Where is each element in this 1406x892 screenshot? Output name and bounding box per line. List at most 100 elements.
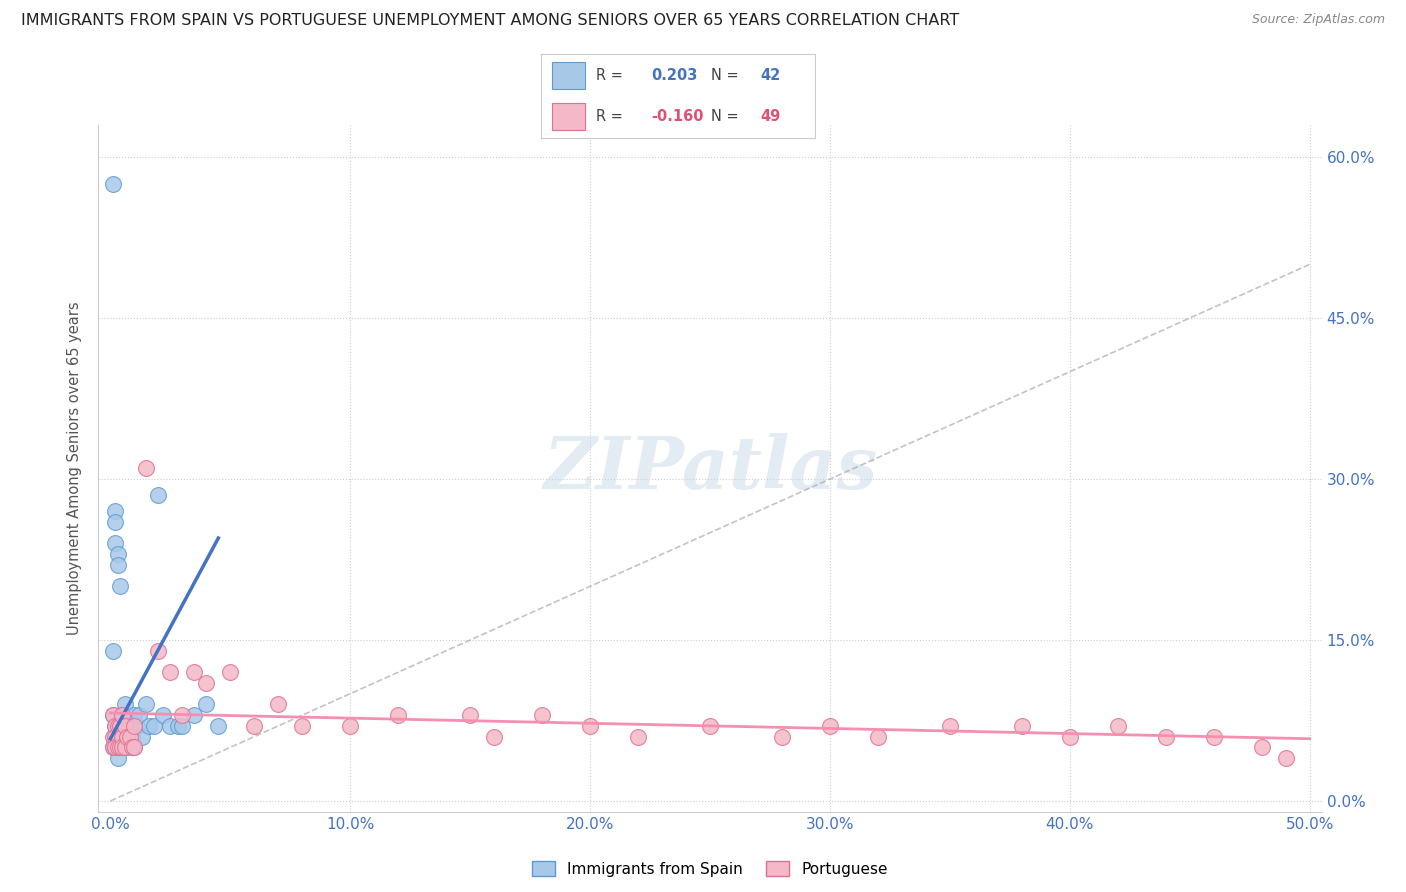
Point — [118, 719, 141, 733]
Text: 42: 42 — [761, 68, 780, 83]
Point — [104, 740, 127, 755]
Point — [172, 719, 194, 733]
Point — [866, 730, 889, 744]
Text: 49: 49 — [761, 109, 780, 124]
Point — [135, 461, 157, 475]
Point — [124, 740, 146, 755]
Point — [148, 488, 170, 502]
Point — [183, 665, 205, 680]
Point — [108, 719, 131, 733]
Point — [291, 719, 314, 733]
Point — [108, 740, 131, 755]
Point — [114, 719, 136, 733]
Point — [1250, 740, 1272, 755]
Y-axis label: Unemployment Among Seniors over 65 years: Unemployment Among Seniors over 65 years — [67, 301, 83, 635]
Point — [699, 719, 721, 733]
Point — [159, 665, 181, 680]
Point — [195, 698, 218, 712]
Point — [142, 719, 165, 733]
Point — [107, 558, 129, 572]
Text: N =: N = — [711, 68, 744, 83]
Point — [121, 730, 143, 744]
Point — [101, 740, 124, 755]
Point — [114, 740, 136, 755]
Text: ZIPatlas: ZIPatlas — [543, 433, 877, 504]
Point — [111, 730, 134, 744]
Point — [111, 740, 134, 755]
Point — [114, 698, 136, 712]
Legend: Immigrants from Spain, Portuguese: Immigrants from Spain, Portuguese — [526, 855, 894, 883]
Text: IMMIGRANTS FROM SPAIN VS PORTUGUESE UNEMPLOYMENT AMONG SENIORS OVER 65 YEARS COR: IMMIGRANTS FROM SPAIN VS PORTUGUESE UNEM… — [21, 13, 959, 29]
Point — [104, 719, 127, 733]
Point — [1011, 719, 1033, 733]
Point — [101, 708, 124, 723]
Point — [115, 740, 138, 755]
Text: -0.160: -0.160 — [651, 109, 703, 124]
Point — [104, 730, 127, 744]
Point — [101, 177, 124, 191]
Point — [207, 719, 229, 733]
Point — [387, 708, 409, 723]
Point — [579, 719, 602, 733]
Point — [172, 708, 194, 723]
Point — [108, 719, 131, 733]
Point — [124, 740, 146, 755]
Point — [1274, 751, 1296, 765]
Point — [111, 740, 134, 755]
Point — [195, 676, 218, 690]
Point — [104, 515, 127, 529]
Point — [101, 644, 124, 658]
Point — [1107, 719, 1129, 733]
Point — [135, 698, 157, 712]
Point — [101, 730, 124, 744]
Point — [267, 698, 290, 712]
Point — [482, 730, 505, 744]
Point — [104, 504, 127, 518]
Point — [107, 547, 129, 561]
Point — [531, 708, 554, 723]
Point — [770, 730, 793, 744]
Point — [1202, 730, 1225, 744]
Point — [115, 719, 138, 733]
Point — [152, 708, 174, 723]
Point — [159, 719, 181, 733]
Text: 0.203: 0.203 — [651, 68, 697, 83]
Point — [818, 719, 841, 733]
Point — [108, 579, 131, 593]
Point — [183, 708, 205, 723]
Point — [458, 708, 481, 723]
Point — [101, 740, 124, 755]
Text: R =: R = — [596, 68, 627, 83]
Point — [104, 719, 127, 733]
Point — [114, 740, 136, 755]
Point — [128, 708, 150, 723]
Point — [131, 730, 153, 744]
Text: Source: ZipAtlas.com: Source: ZipAtlas.com — [1251, 13, 1385, 27]
Point — [107, 751, 129, 765]
Point — [339, 719, 361, 733]
Point — [104, 740, 127, 755]
Text: N =: N = — [711, 109, 744, 124]
Point — [121, 740, 143, 755]
Point — [219, 665, 242, 680]
Point — [1059, 730, 1081, 744]
Bar — [553, 103, 585, 130]
Point — [111, 708, 134, 723]
Text: R =: R = — [596, 109, 627, 124]
Point — [111, 708, 134, 723]
Point — [939, 719, 962, 733]
Point — [138, 719, 160, 733]
Point — [124, 719, 146, 733]
Point — [108, 740, 131, 755]
Point — [166, 719, 188, 733]
Point — [1154, 730, 1177, 744]
Point — [243, 719, 266, 733]
Bar — [553, 62, 585, 89]
Point — [118, 730, 141, 744]
Point — [148, 644, 170, 658]
Point — [104, 536, 127, 550]
Point — [111, 730, 134, 744]
Point — [125, 719, 148, 733]
Point — [627, 730, 650, 744]
Point — [107, 719, 129, 733]
